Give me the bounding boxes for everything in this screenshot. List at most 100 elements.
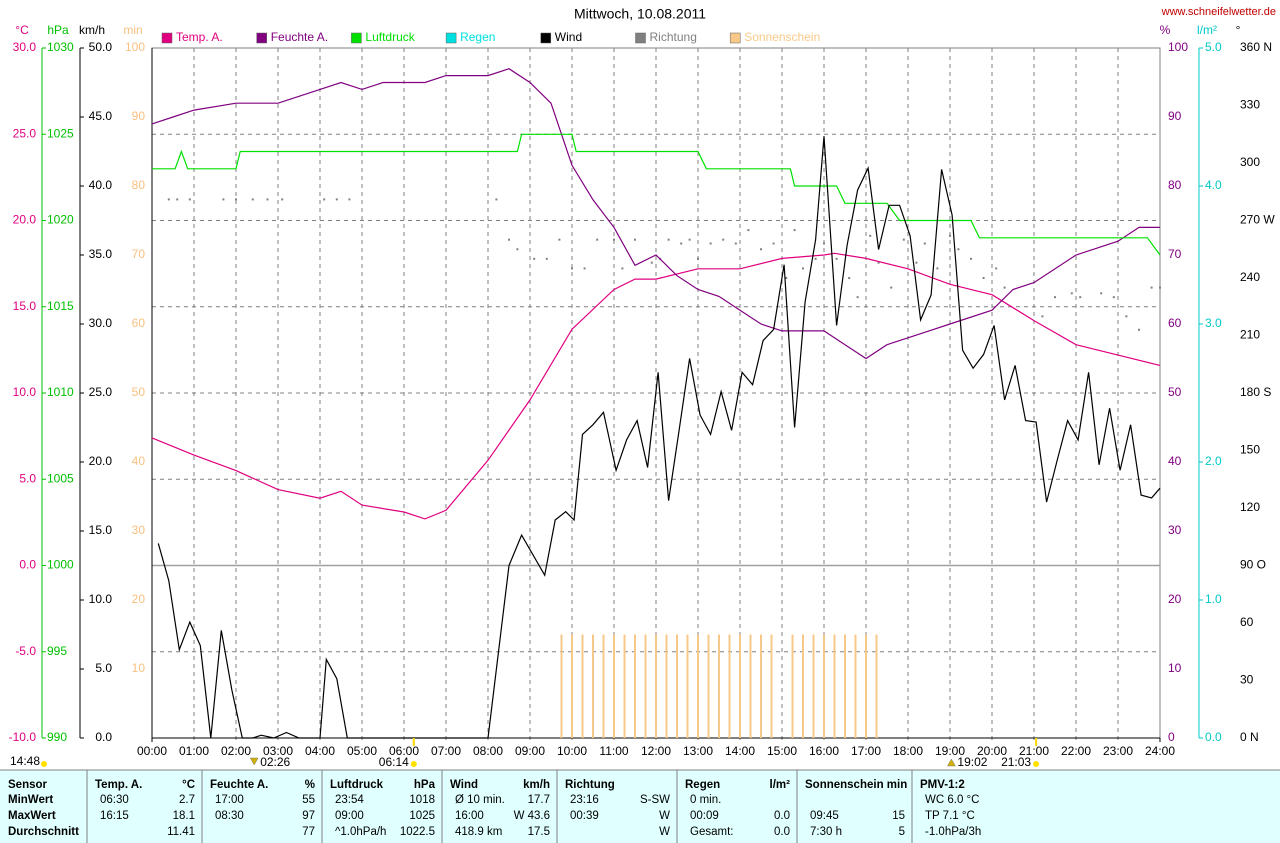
sun-bar (812, 634, 815, 738)
sun-bar (770, 634, 773, 738)
table-cell: Regen (685, 779, 720, 791)
y-tick-label: 10 (132, 661, 146, 675)
direction-dot (266, 198, 269, 201)
y-tick-label: 300 (1240, 155, 1260, 169)
sun-bar (802, 634, 804, 738)
table-cell: 7:30 h (810, 826, 842, 838)
legend-swatch (540, 32, 552, 44)
x-tick-label: 17:00 (851, 744, 881, 758)
direction-dot (235, 198, 237, 201)
direction-dot (970, 257, 972, 260)
x-tick-label: 11:00 (599, 744, 628, 758)
table-cell: l/m² (770, 779, 791, 791)
x-tick-label: 10:00 (557, 744, 587, 758)
sun-bar (581, 634, 584, 738)
table-cell: 17.7 (528, 794, 550, 806)
direction-dot (688, 238, 691, 241)
sun-bar (613, 634, 615, 738)
direction-dot (848, 277, 851, 279)
y-tick-label: 5.0 (95, 661, 112, 675)
table-cell: Ø 10 min. (455, 794, 505, 806)
table-cell: W (659, 810, 670, 822)
y-tick-label: 20.0 (89, 454, 113, 468)
table-cell: km/h (523, 779, 550, 791)
direction-dot (508, 238, 510, 241)
x-tick-label: 02:00 (221, 744, 251, 758)
y-tick-label: 0.0 (95, 730, 112, 744)
series-line (157, 136, 1161, 739)
sun-bar (875, 634, 878, 738)
y-tick-label: 240 (1240, 270, 1260, 284)
table-cell: -1.0hPa/3h (925, 826, 981, 838)
sun-dot (410, 761, 417, 767)
direction-dot (583, 267, 586, 270)
direction-dot (802, 267, 804, 270)
row-label: Durchschnitt (8, 826, 79, 838)
axis-title: min (123, 23, 142, 37)
direction-dot (495, 198, 498, 201)
table-background (0, 770, 1280, 843)
table-cell: 1025 (409, 810, 435, 822)
sun-dot (1033, 761, 1040, 767)
annotation: 06:14 (379, 755, 409, 769)
row-label: MinWert (8, 794, 53, 806)
annotation: 02:26 (260, 755, 290, 769)
table-cell: 17:00 (215, 794, 244, 806)
sun-bar (676, 634, 678, 738)
table-cell: % (305, 779, 315, 791)
x-tick-label: 08:00 (473, 744, 503, 758)
direction-dot (348, 198, 351, 201)
direction-dot (281, 198, 284, 201)
y-tick-label: 1020 (47, 213, 74, 227)
y-tick-label: -10.0 (9, 730, 37, 744)
table-cell: 0 min. (690, 794, 721, 806)
y-tick-label: 120 (1240, 500, 1260, 514)
direction-dot (634, 238, 636, 241)
direction-dot (1070, 292, 1073, 295)
direction-dot (558, 238, 561, 241)
table-cell: 09:45 (810, 810, 839, 822)
direction-dot (936, 267, 939, 270)
source: www.schneifelwetter.de (1161, 6, 1276, 18)
y-tick-label: 90 (132, 109, 146, 123)
direction-dot (680, 242, 683, 245)
table-cell: Feuchte A. (210, 779, 268, 791)
y-tick-label: 20 (1168, 592, 1182, 606)
x-tick-label: 21:00 (1019, 744, 1049, 758)
updated-time: 14:48 (10, 754, 40, 768)
y-tick-label: 90 O (1240, 558, 1266, 572)
y-tick-label: 50 (1168, 385, 1182, 399)
table-cell: 55 (302, 794, 315, 806)
direction-dot (856, 296, 859, 299)
sun-bar (560, 634, 563, 738)
y-tick-label: 100 (125, 40, 145, 54)
sun-bar (707, 634, 710, 738)
y-tick-label: 1015 (47, 299, 74, 313)
direction-dot (167, 198, 170, 201)
direction-dot (1041, 315, 1044, 318)
direction-dot (335, 198, 338, 201)
y-tick-label: 25.0 (89, 385, 113, 399)
direction-dot (1003, 286, 1006, 289)
direction-dot (793, 229, 796, 232)
direction-dot (697, 257, 699, 260)
y-tick-label: 990 (47, 730, 67, 744)
table-cell: 17.5 (528, 826, 550, 838)
x-tick-label: 09:00 (515, 744, 545, 758)
table-cell: 15 (892, 810, 905, 822)
direction-dot (949, 234, 951, 237)
x-tick-label: 03:00 (263, 744, 293, 758)
sun-bar (728, 634, 731, 738)
y-tick-label: 40 (132, 454, 146, 468)
y-tick-label: 150 (1240, 443, 1260, 457)
y-tick-label: 270 W (1240, 213, 1275, 227)
x-tick-label: 20:00 (977, 744, 1007, 758)
direction-dot (890, 286, 893, 289)
axis-title: km/h (79, 23, 105, 37)
axis-title: l/m² (1197, 23, 1217, 37)
direction-dot (1112, 296, 1115, 299)
y-tick-label: 1000 (47, 558, 74, 572)
chart-title: Mittwoch, 10.08.2011 (574, 6, 706, 22)
direction-dot (772, 242, 775, 245)
